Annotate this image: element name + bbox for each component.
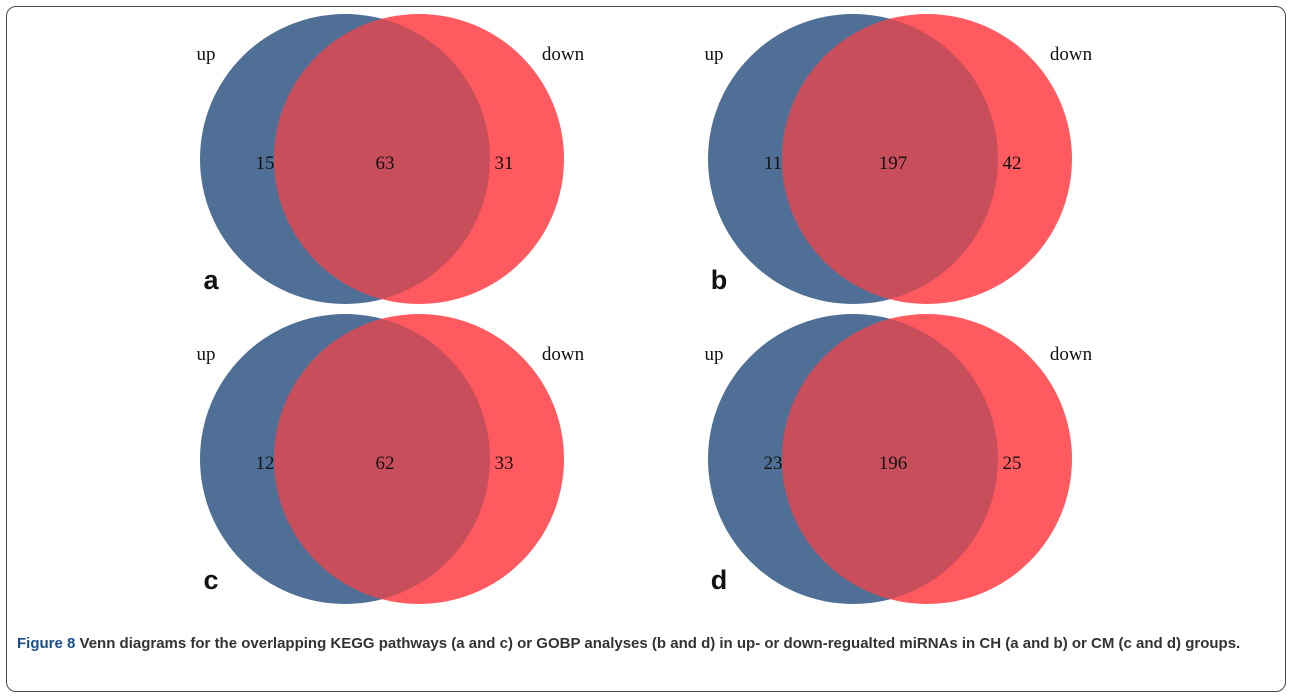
up-set-label: up [197,44,216,65]
overlap-count: 62 [376,453,395,474]
panel-letter: a [203,265,219,295]
figure-caption: Figure 8 Venn diagrams for the overlappi… [17,634,1275,654]
venn-panel-d: up down 23 196 25 d [705,314,1093,604]
figure-frame: up down 15 63 31 a up down 11 197 42 b up down 12 62 33 c… [6,6,1286,692]
overlap-count: 197 [879,153,908,174]
venn-panel-c: up down 12 62 33 c [197,314,585,604]
down-only-count: 25 [1003,453,1022,474]
down-set-label: down [1050,44,1093,65]
overlap-region [782,14,998,304]
venn-figure: up down 15 63 31 a up down 11 197 42 b up down 12 62 33 c… [197,14,1093,604]
down-only-count: 31 [495,153,514,174]
overlap-region [274,14,490,304]
overlap-region [782,314,998,604]
up-set-label: up [197,344,216,365]
down-set-label: down [1050,344,1093,365]
caption-text: Venn diagrams for the overlapping KEGG p… [75,635,1241,652]
panel-letter: c [203,565,218,595]
panel-letter: b [711,265,728,295]
overlap-count: 63 [376,153,395,174]
down-set-label: down [542,44,585,65]
venn-panel-a: up down 15 63 31 a [197,14,585,304]
up-set-label: up [705,44,724,65]
up-only-count: 23 [764,453,783,474]
overlap-region [274,314,490,604]
down-only-count: 42 [1003,153,1022,174]
up-set-label: up [705,344,724,365]
up-only-count: 11 [764,153,782,174]
down-only-count: 33 [495,453,514,474]
panel-letter: d [711,565,728,595]
up-only-count: 12 [256,453,275,474]
overlap-count: 196 [879,453,908,474]
caption-label: Figure 8 [17,635,76,652]
down-set-label: down [542,344,585,365]
venn-panel-b: up down 11 197 42 b [705,14,1093,304]
up-only-count: 15 [256,153,275,174]
